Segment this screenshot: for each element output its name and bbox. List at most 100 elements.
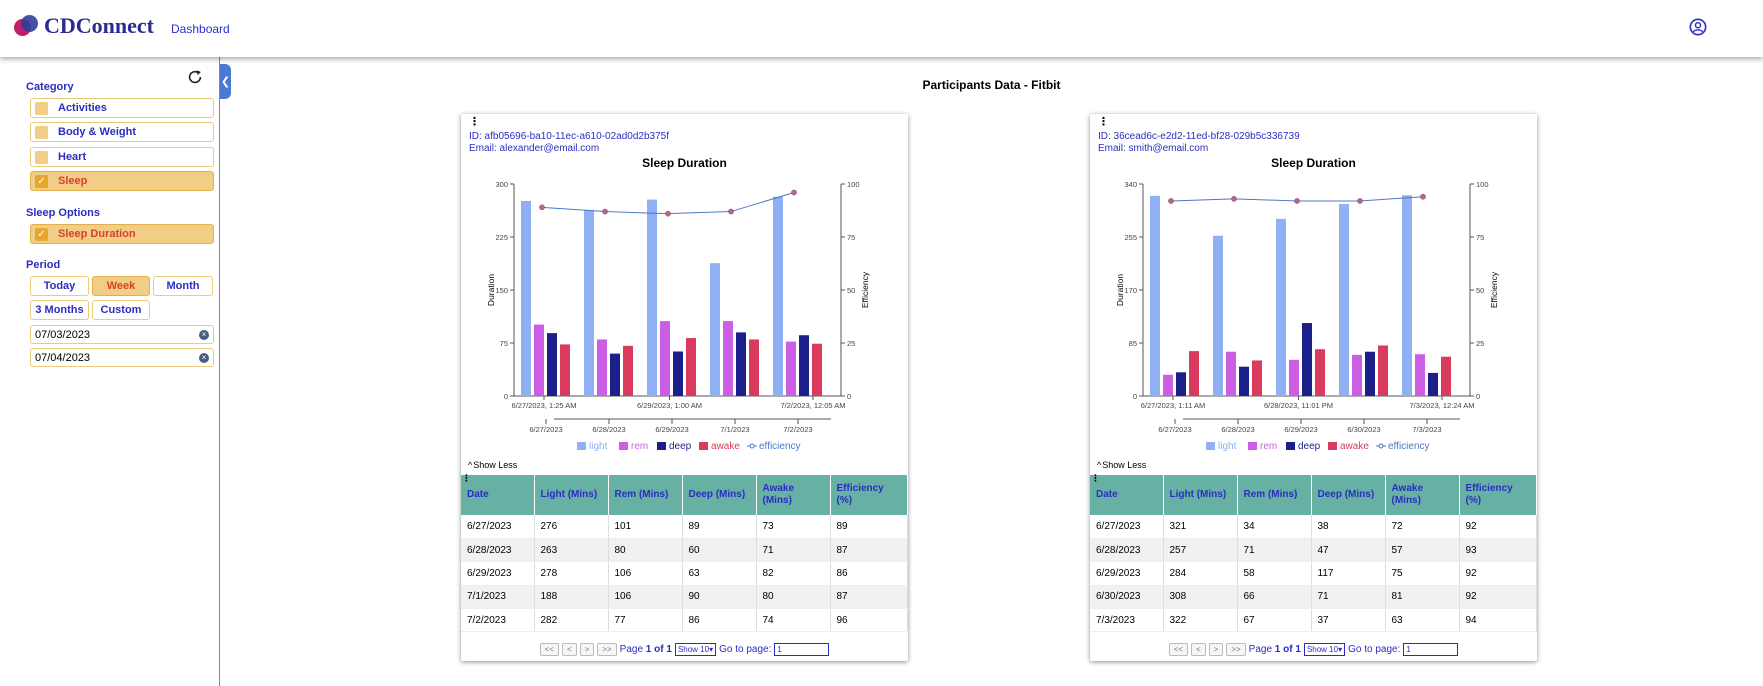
brand-logo[interactable]: CDConnect [14,13,154,39]
bar-rem [660,321,670,396]
user-account-icon[interactable] [1689,18,1707,36]
legend-label: light [589,441,608,452]
table-row: 7/3/2023 322 67 37 63 94 [1090,608,1537,633]
col-awake[interactable]: Awake (Mins) [756,475,831,515]
legend-label: rem [631,441,648,452]
show-less-toggle[interactable]: ^ Show Less [1097,460,1146,470]
y2-tick-label: 25 [1476,339,1484,348]
show-less-label: Show Less [1102,460,1147,470]
table-cell: 6/28/2023 [1090,538,1164,563]
bar-deep [736,332,746,396]
table-cell: 93 [1459,538,1537,563]
nav-dashboard-link[interactable]: Dashboard [171,22,230,36]
bar-awake [686,338,696,396]
y-tick-label: 170 [1124,286,1137,295]
kebab-menu-icon[interactable]: ⋮ [469,116,480,128]
col-rem[interactable]: Rem (Mins) [1237,475,1312,515]
period-month-button[interactable]: Month [153,276,213,296]
efficiency-point [665,210,671,217]
page-current: 1 [1274,644,1281,655]
col-light[interactable]: Light (Mins) [1163,475,1238,515]
period-custom-button[interactable]: Custom [92,300,150,320]
period-today-button[interactable]: Today [30,276,89,296]
bar-deep [1428,372,1438,396]
page-size-value: Show 10 [1306,645,1339,654]
option-label: Sleep Duration [58,228,136,240]
goto-page-input[interactable]: 1 [774,643,830,656]
y2-axis-title: Efficiency [1489,271,1499,308]
y-tick-label: 0 [504,392,508,401]
bar-light [1339,203,1349,396]
col-date[interactable]: Date [461,475,535,515]
show-less-toggle[interactable]: ^ Show Less [468,460,517,470]
y2-tick-label: 0 [1476,392,1480,401]
col-awake[interactable]: Awake (Mins) [1385,475,1460,515]
table-cell: 75 [1385,561,1460,586]
checkbox-icon [35,150,48,164]
clear-icon[interactable]: × [199,330,209,340]
table-cell: 106 [608,585,683,610]
category-label: Heart [58,151,87,163]
col-efficiency[interactable]: Efficiency (%) [1459,475,1537,515]
col-deep[interactable]: Deep (Mins) [682,475,757,515]
table-cell: 92 [1459,561,1537,586]
bar-rem [1415,354,1425,396]
logo-icon [14,15,40,37]
efficiency-line [541,192,795,215]
table-cell: 81 [1385,585,1460,610]
table-cell: 71 [1237,538,1312,563]
y2-tick-label: 75 [847,233,855,242]
table-kebab-icon[interactable]: ⋮ [462,473,471,483]
table-cell: 276 [534,515,609,539]
pagination: << < > >> Page 1 of 1 Show 10 ▾ Go to pag… [461,643,908,656]
period-week-button[interactable]: Week [92,276,150,296]
first-page-button[interactable]: << [1168,643,1188,656]
sleep-duration-option-button[interactable]: ✓ Sleep Duration [30,224,214,244]
next-page-button[interactable]: > [1208,643,1224,656]
category-activities-button[interactable]: Activities [30,98,214,118]
legend-label: efficiency [1388,441,1430,452]
prev-page-button[interactable]: < [1190,643,1206,656]
table-kebab-icon[interactable]: ⋮ [1091,473,1100,483]
end-date-input[interactable]: 07/04/2023 × [30,348,214,367]
table-cell: 278 [534,561,609,586]
page-size-select[interactable]: Show 10 ▾ [674,643,717,656]
page-of: of [1283,644,1293,655]
last-page-button[interactable]: >> [1226,643,1246,656]
legend-swatch [657,442,666,450]
bar-awake [1189,351,1199,396]
next-page-button[interactable]: > [579,643,595,656]
last-page-button[interactable]: >> [597,643,617,656]
category-sleep-button[interactable]: ✓ Sleep [30,171,214,191]
page-total: 1 [1295,644,1301,655]
page-size-select[interactable]: Show 10 ▾ [1303,643,1346,656]
first-page-button[interactable]: << [539,643,559,656]
bar-light [647,199,657,396]
page-size-value: Show 10 [677,645,710,654]
category-heart-button[interactable]: Heart [30,147,214,167]
col-date[interactable]: Date [1090,475,1164,515]
refresh-icon[interactable] [186,68,204,86]
participant-id: ID: 36cead6c-e2d2-11ed-bf28-029b5c336739 [1098,131,1300,142]
col-deep[interactable]: Deep (Mins) [1311,475,1386,515]
bar-awake [1252,360,1262,396]
kebab-menu-icon[interactable]: ⋮ [1098,116,1109,128]
bar-light [1276,218,1286,396]
table-cell: 72 [1385,515,1460,539]
prev-page-button[interactable]: < [561,643,577,656]
table-cell: 117 [1311,561,1386,586]
efficiency-point [728,208,734,215]
start-date-input[interactable]: 07/03/2023 × [30,325,214,344]
goto-page-input[interactable]: 1 [1403,643,1459,656]
col-light[interactable]: Light (Mins) [534,475,609,515]
col-efficiency[interactable]: Efficiency (%) [830,475,908,515]
col-rem[interactable]: Rem (Mins) [608,475,683,515]
category-body-weight-button[interactable]: Body & Weight [30,122,214,142]
period-3months-button[interactable]: 3 Months [30,300,89,320]
table-cell: 94 [1459,608,1537,633]
clear-icon[interactable]: × [199,353,209,363]
category-label: Activities [58,102,107,114]
bar-awake [560,344,570,396]
collapse-sidebar-button[interactable]: ❮ [220,64,231,99]
participant-email: Email: smith@email.com [1098,143,1209,154]
